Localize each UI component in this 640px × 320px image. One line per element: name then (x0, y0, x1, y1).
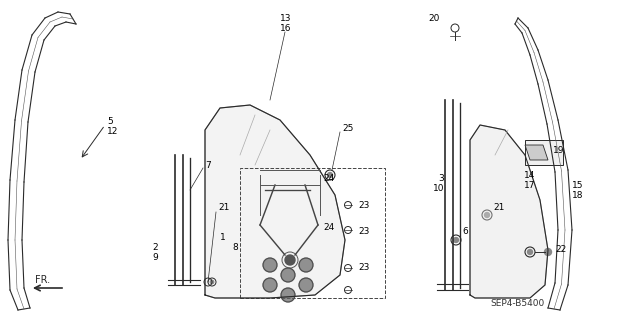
Polygon shape (470, 125, 548, 298)
Circle shape (281, 268, 295, 282)
Text: 13: 13 (280, 13, 291, 22)
Circle shape (299, 278, 313, 292)
FancyBboxPatch shape (525, 140, 563, 165)
Polygon shape (205, 105, 345, 298)
Circle shape (484, 212, 490, 218)
Circle shape (285, 255, 295, 265)
Text: 16: 16 (280, 23, 291, 33)
Text: 7: 7 (205, 161, 211, 170)
Text: 23: 23 (358, 201, 369, 210)
Text: 8: 8 (232, 244, 237, 252)
Circle shape (527, 250, 532, 254)
Text: 22: 22 (555, 245, 566, 254)
Text: 25: 25 (342, 124, 353, 132)
Circle shape (263, 278, 277, 292)
Polygon shape (525, 145, 548, 160)
Circle shape (299, 258, 313, 272)
Text: 23: 23 (358, 263, 369, 273)
Text: 14: 14 (524, 171, 536, 180)
Circle shape (210, 280, 214, 284)
Text: 3: 3 (438, 173, 444, 182)
Text: 24: 24 (323, 173, 334, 182)
Circle shape (263, 258, 277, 272)
Text: 12: 12 (107, 126, 118, 135)
Text: SEP4-B5400: SEP4-B5400 (490, 300, 544, 308)
Circle shape (454, 237, 458, 243)
Text: 10: 10 (433, 183, 444, 193)
Text: FR.: FR. (35, 275, 50, 285)
Text: 9: 9 (152, 253, 157, 262)
Text: 19: 19 (553, 146, 564, 155)
Text: 23: 23 (358, 228, 369, 236)
Text: 17: 17 (524, 180, 536, 189)
Circle shape (328, 172, 333, 178)
Text: 21: 21 (218, 204, 229, 212)
Text: 21: 21 (493, 204, 504, 212)
Text: 2: 2 (152, 244, 157, 252)
Circle shape (281, 288, 295, 302)
Text: 1: 1 (220, 234, 226, 243)
Text: 6: 6 (462, 228, 468, 236)
Circle shape (545, 249, 552, 255)
Text: 24: 24 (323, 223, 334, 233)
Text: 5: 5 (107, 116, 113, 125)
Text: 15: 15 (572, 180, 584, 189)
Text: 18: 18 (572, 190, 584, 199)
Text: 20: 20 (429, 13, 440, 22)
